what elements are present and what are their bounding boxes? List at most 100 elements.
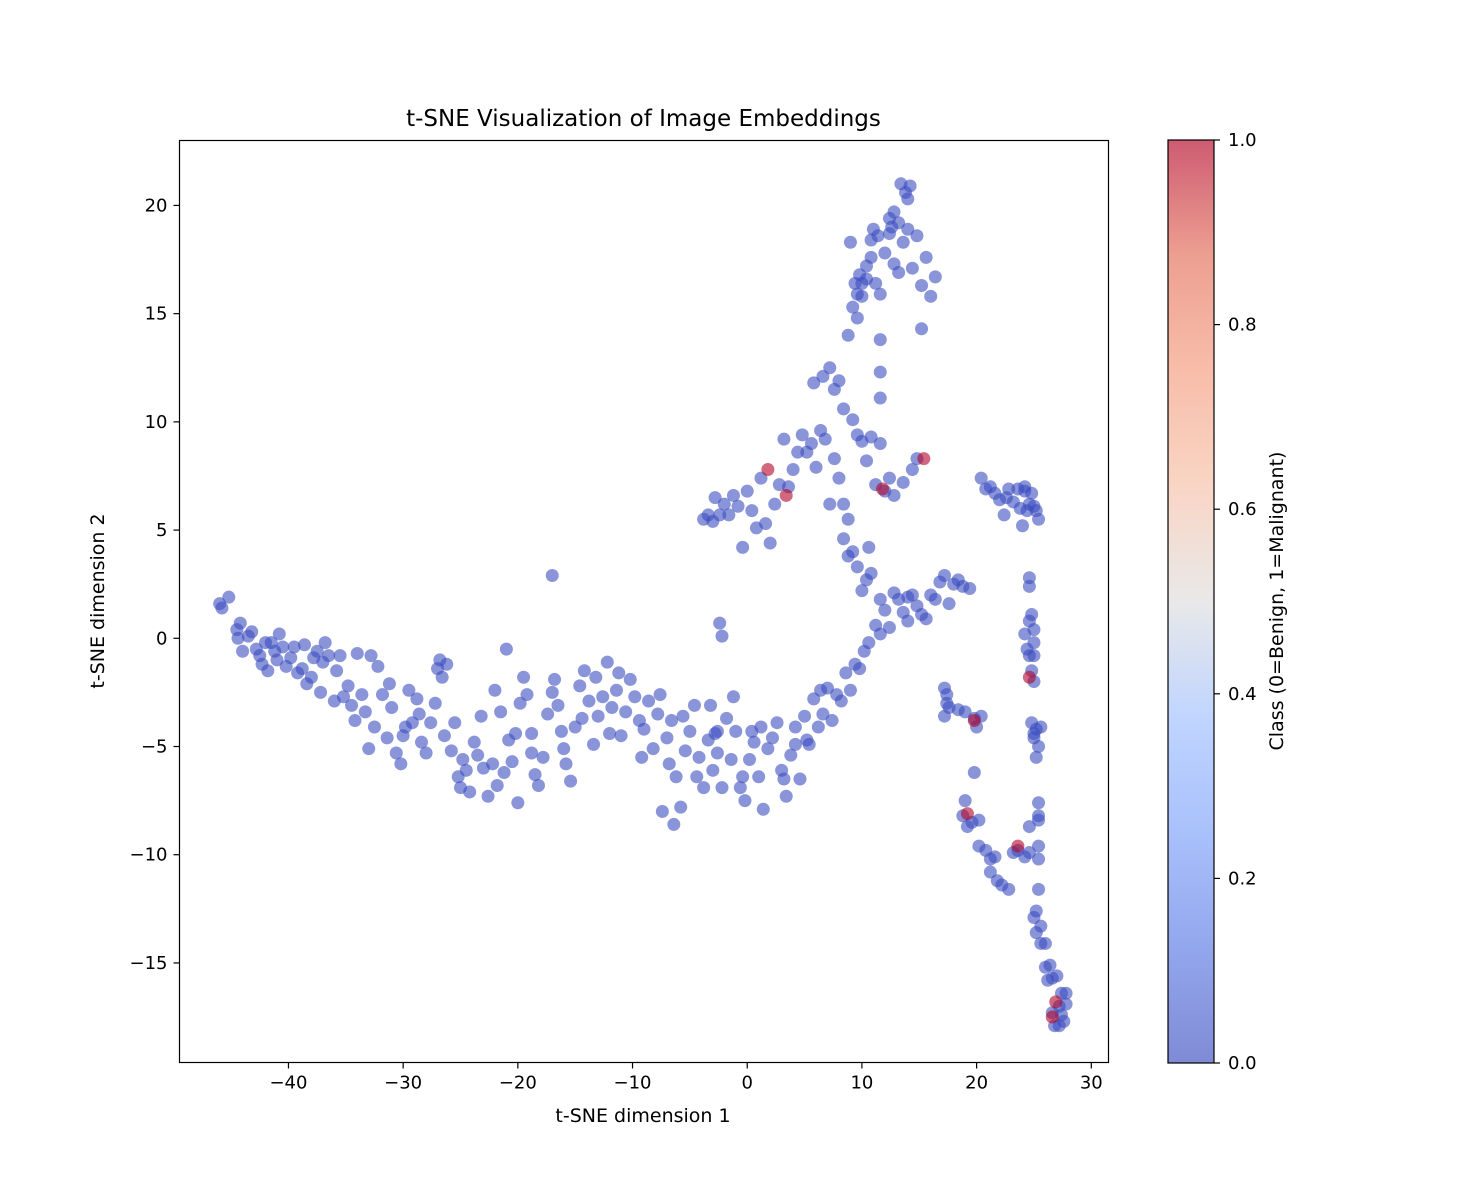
benign-point	[850, 287, 864, 301]
benign-point	[720, 711, 734, 725]
malignant-point	[1045, 1010, 1059, 1024]
benign-point	[603, 727, 617, 741]
benign-point	[667, 817, 681, 831]
benign-point	[816, 369, 830, 383]
benign-point	[855, 276, 869, 290]
benign-point	[481, 789, 495, 803]
benign-point	[291, 666, 305, 680]
benign-point	[855, 584, 869, 598]
benign-point	[1029, 750, 1043, 764]
benign-point	[878, 246, 892, 260]
benign-point	[376, 688, 390, 702]
benign-point	[798, 709, 812, 723]
benign-point	[809, 460, 823, 474]
benign-point	[768, 497, 782, 511]
benign-point	[745, 504, 759, 518]
x-tick-label: −10	[614, 1073, 652, 1094]
benign-point	[412, 707, 426, 721]
benign-point	[389, 746, 403, 760]
benign-point	[839, 666, 853, 680]
y-axis-title: t-SNE dimension 2	[87, 513, 109, 688]
colorbar-gradient	[1168, 140, 1214, 1063]
benign-point	[722, 508, 736, 522]
benign-point	[628, 690, 642, 704]
x-tick-label: −20	[499, 1073, 537, 1094]
benign-point	[791, 445, 805, 459]
benign-point	[843, 683, 857, 697]
benign-point	[651, 707, 665, 721]
benign-point	[710, 746, 724, 760]
benign-point	[355, 688, 369, 702]
benign-point	[864, 566, 878, 580]
benign-point	[765, 731, 779, 745]
benign-point	[974, 471, 988, 485]
benign-point	[804, 437, 818, 451]
benign-point	[1059, 986, 1073, 1000]
benign-point	[437, 729, 451, 743]
benign-point	[382, 677, 396, 691]
benign-point	[704, 698, 718, 712]
benign-point	[488, 683, 502, 697]
benign-point	[245, 625, 259, 639]
benign-point	[841, 328, 855, 342]
benign-point	[1032, 740, 1046, 754]
benign-point	[414, 735, 428, 749]
benign-point	[708, 491, 722, 505]
benign-point	[428, 696, 442, 710]
benign-point	[759, 517, 773, 531]
benign-point	[873, 365, 887, 379]
benign-point	[665, 714, 679, 728]
benign-point	[1032, 813, 1046, 827]
malignant-point	[1049, 995, 1063, 1009]
benign-point	[726, 488, 740, 502]
benign-point	[596, 690, 610, 704]
benign-point	[605, 701, 619, 715]
malignant-point	[960, 807, 974, 821]
benign-point	[885, 220, 899, 234]
benign-point	[873, 627, 887, 641]
benign-point	[873, 287, 887, 301]
benign-point	[448, 716, 462, 730]
benign-point	[612, 666, 626, 680]
x-axis-title: t-SNE dimension 1	[555, 1105, 730, 1127]
benign-point	[846, 300, 860, 314]
benign-point	[467, 735, 481, 749]
benign-point	[860, 454, 874, 468]
colorbar-frame	[1167, 139, 1215, 1064]
benign-point	[862, 636, 876, 650]
benign-point	[832, 374, 846, 388]
benign-point	[431, 662, 445, 676]
benign-point	[396, 729, 410, 743]
benign-point	[270, 653, 284, 667]
y-tick-label: 5	[156, 520, 167, 541]
benign-point	[1029, 926, 1043, 940]
benign-point	[1050, 969, 1064, 983]
benign-point	[816, 707, 830, 721]
benign-point	[779, 789, 793, 803]
benign-point	[591, 709, 605, 723]
benign-point	[770, 716, 784, 730]
benign-point	[903, 179, 917, 193]
benign-point	[715, 629, 729, 643]
benign-point	[678, 744, 692, 758]
benign-point	[942, 597, 956, 611]
benign-point	[1027, 649, 1041, 663]
benign-point	[261, 664, 275, 678]
benign-point	[669, 770, 683, 784]
benign-point	[276, 640, 290, 654]
benign-point	[862, 540, 876, 554]
benign-point	[731, 499, 745, 513]
benign-point	[740, 484, 754, 498]
benign-point	[717, 497, 731, 511]
benign-point	[928, 270, 942, 284]
benign-point	[710, 724, 724, 738]
benign-point	[494, 705, 508, 719]
benign-point	[1032, 839, 1046, 853]
benign-point	[1027, 623, 1041, 637]
benign-point	[513, 696, 527, 710]
benign-point	[878, 603, 892, 617]
benign-point	[706, 763, 720, 777]
benign-point	[575, 711, 589, 725]
benign-point	[333, 649, 347, 663]
benign-point	[736, 540, 750, 554]
